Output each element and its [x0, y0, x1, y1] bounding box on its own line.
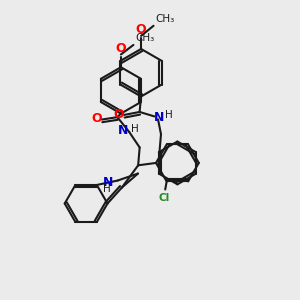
Text: CH₃: CH₃ [135, 33, 154, 43]
Text: N: N [154, 111, 165, 124]
Text: H: H [131, 124, 139, 134]
Text: Cl: Cl [159, 193, 170, 203]
Text: CH₃: CH₃ [155, 14, 174, 24]
Text: O: O [136, 23, 146, 36]
Text: N: N [118, 124, 128, 137]
Text: H: H [165, 110, 173, 120]
Text: O: O [91, 112, 102, 125]
Text: O: O [116, 42, 126, 55]
Text: H: H [103, 184, 111, 194]
Text: N: N [103, 176, 114, 189]
Text: O: O [113, 108, 124, 121]
